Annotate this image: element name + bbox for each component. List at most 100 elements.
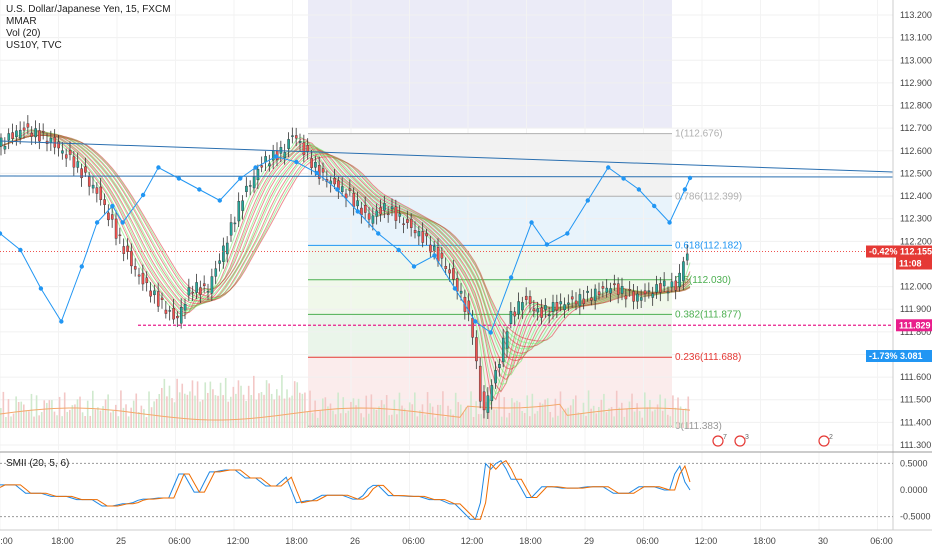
legend-mmar[interactable]: MMAR	[6, 16, 37, 27]
price-tick-label: 112.000	[900, 282, 932, 292]
candle-body	[455, 278, 459, 292]
candle-body	[662, 280, 666, 287]
volume-bar	[347, 410, 350, 428]
volume-bar	[554, 398, 557, 428]
price-tick-label: 111.400	[900, 417, 931, 427]
candle-body	[459, 290, 463, 294]
volume-bar	[569, 405, 572, 428]
volume-bar	[672, 395, 674, 428]
volume-bar	[181, 383, 184, 428]
candle-body	[103, 199, 106, 205]
volume-bar	[667, 414, 669, 428]
volume-bar	[513, 402, 516, 428]
volume-bar	[388, 415, 391, 428]
volume-bar	[462, 412, 465, 428]
volume-bar	[472, 417, 475, 428]
legend-volume[interactable]: Vol (20)	[6, 28, 41, 39]
candle-body	[122, 246, 126, 254]
us10y-point	[411, 264, 417, 269]
volume-bar	[651, 411, 654, 428]
candle-body	[524, 295, 528, 300]
volume-bar	[263, 394, 265, 428]
us10y-point	[335, 187, 340, 192]
candle-body	[398, 213, 402, 217]
candle-body	[547, 314, 551, 317]
smii-legend[interactable]: SMII (20, 5, 6)	[6, 458, 70, 469]
candle-body	[563, 304, 566, 311]
candle-body	[425, 233, 428, 237]
us10y-point	[667, 220, 672, 225]
volume-bar	[242, 394, 245, 428]
volume-bar	[199, 401, 201, 428]
x-tick-label: 06:00	[870, 536, 893, 546]
volume-bar	[281, 375, 283, 428]
volume-bar	[403, 408, 406, 428]
candle-body	[22, 127, 26, 131]
x-tick-label: 30	[818, 536, 828, 546]
volume-bar	[342, 397, 345, 428]
volume-bar	[253, 375, 255, 428]
volume-bar	[217, 395, 219, 428]
price-tick-label: 111.600	[900, 372, 931, 382]
volume-bar	[416, 416, 419, 428]
volume-bar	[368, 413, 370, 428]
smii-line	[0, 460, 691, 520]
volume-bar	[163, 378, 166, 428]
legend-us10y[interactable]: US10Y, TVC	[6, 40, 62, 51]
candle-body	[348, 188, 352, 191]
fib-label: 0.236(111.688)	[675, 352, 741, 363]
volume-bar	[661, 410, 664, 428]
candle-body	[130, 250, 133, 267]
volume-bar	[143, 409, 145, 428]
volume-bar	[232, 386, 235, 428]
candle-body	[409, 218, 413, 228]
candle-body	[310, 158, 313, 168]
legend-symbol[interactable]: U.S. Dollar/Japanese Yen, 15, FXCM	[6, 4, 171, 15]
candle-body	[57, 141, 60, 149]
candle-body	[91, 184, 95, 189]
candle-body	[651, 293, 655, 298]
volume-bar	[306, 411, 309, 428]
volume-bar	[393, 399, 396, 428]
candle-body	[363, 205, 367, 213]
candle-body	[229, 222, 233, 236]
volume-bar	[523, 412, 526, 428]
volume-bar	[46, 402, 48, 428]
us10y-point	[140, 192, 146, 198]
candle-body	[659, 283, 662, 293]
volume-bar	[644, 392, 646, 428]
volume-bar	[63, 392, 66, 428]
volume-bar	[669, 416, 672, 428]
candle-body	[613, 283, 616, 286]
candle-body	[498, 364, 501, 368]
volume-bar	[477, 414, 480, 428]
volume-bar	[544, 399, 546, 428]
volume-bar	[646, 407, 649, 428]
volume-bar	[608, 408, 610, 428]
event-marker-icon	[818, 435, 830, 447]
candle-body	[452, 268, 455, 280]
volume-bar	[465, 407, 467, 428]
candle-body	[448, 269, 451, 274]
volume-bar	[66, 411, 69, 428]
candle-body	[225, 242, 229, 255]
candle-body	[490, 385, 494, 402]
volume-bar	[74, 404, 76, 428]
us10y-point	[314, 170, 320, 176]
volume-bar	[71, 405, 74, 428]
volume-bar	[293, 381, 296, 428]
volume-bar	[674, 407, 677, 428]
volume-bar	[327, 406, 329, 428]
volume-bar	[2, 391, 5, 428]
price-tick-label: 113.200	[900, 10, 932, 20]
volume-bar	[140, 405, 143, 428]
last-price-tag-bg	[866, 245, 932, 258]
candle-body	[11, 132, 14, 140]
volume-bar	[332, 410, 334, 428]
candle-body	[666, 291, 670, 294]
volume-bar	[166, 396, 168, 428]
volume-bar	[419, 410, 421, 428]
volume-bar	[89, 415, 92, 428]
